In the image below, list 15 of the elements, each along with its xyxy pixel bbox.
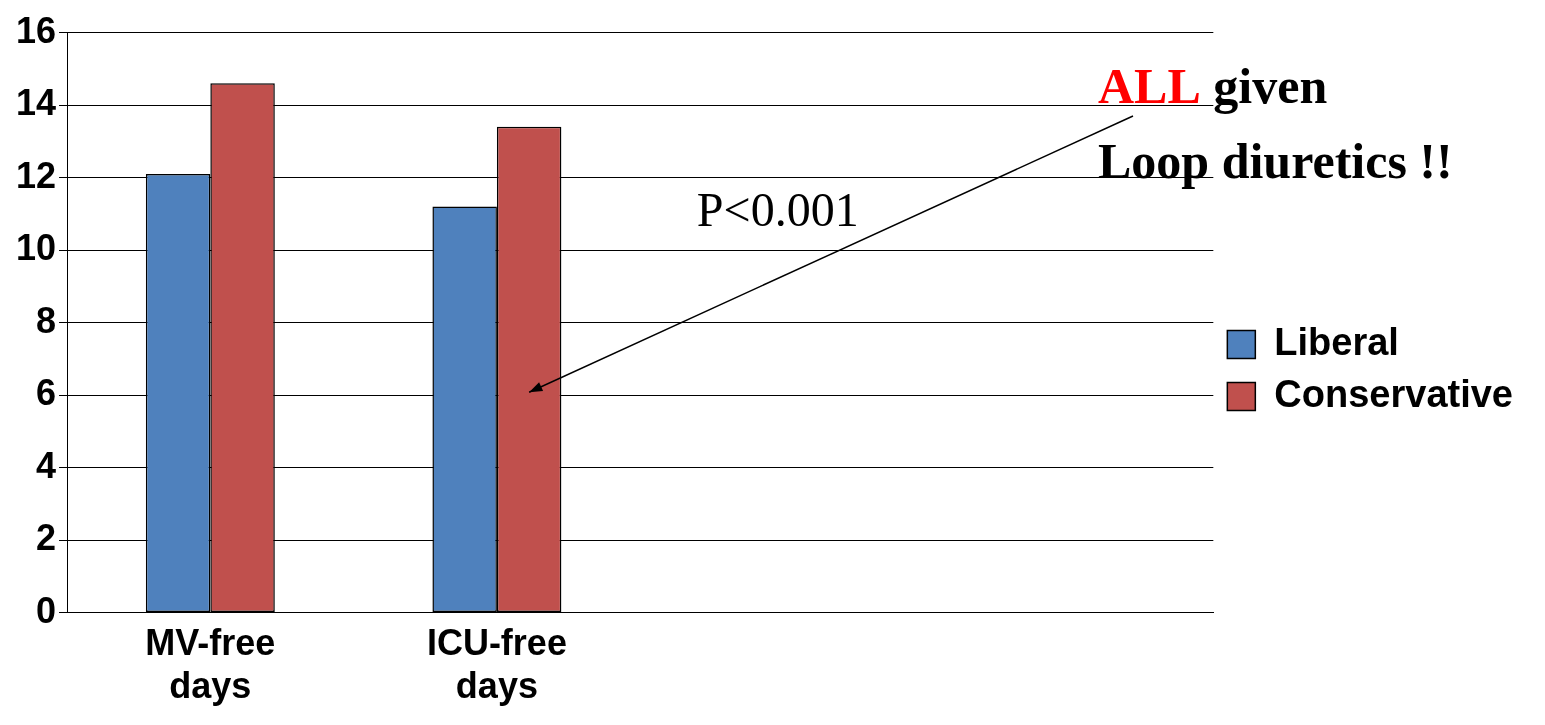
y-tick-label: 12 — [16, 154, 57, 196]
legend-label: Conservative — [1274, 372, 1513, 415]
y-tick-label: 6 — [36, 372, 57, 414]
y-tick-label: 14 — [16, 82, 57, 124]
annotation: P<0.001 — [696, 183, 859, 237]
annotation: ALL given Loop diuretics !! — [1098, 58, 1453, 189]
x-tick-label: MV-free days — [145, 622, 276, 707]
y-tick-label: 2 — [36, 517, 57, 559]
x-tick-label: ICU-free days — [426, 622, 567, 707]
y-tick-label: 4 — [36, 444, 57, 486]
y-tick-label: 0 — [36, 589, 57, 631]
y-tick-label: 8 — [36, 299, 57, 341]
legend-label: Liberal — [1274, 320, 1399, 363]
y-tick-label: 10 — [16, 227, 57, 269]
y-tick-label: 16 — [16, 9, 57, 51]
